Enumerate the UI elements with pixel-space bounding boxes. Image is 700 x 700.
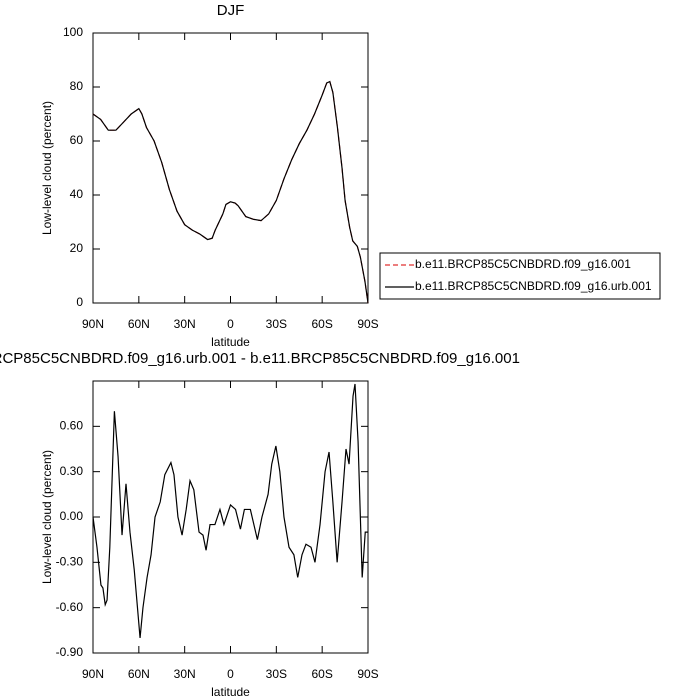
x-axis-label: latitude bbox=[211, 685, 250, 699]
x-tick-label: 30S bbox=[266, 317, 287, 331]
y-tick-label: 0.00 bbox=[60, 509, 84, 523]
x-tick-label: 90S bbox=[357, 317, 378, 331]
y-tick-label: 60 bbox=[70, 133, 84, 147]
chart-title: DJF bbox=[217, 2, 245, 19]
legend-box bbox=[379, 252, 661, 300]
data-line bbox=[92, 80, 369, 304]
x-tick-label: 0 bbox=[227, 667, 234, 681]
x-tick-label: 90S bbox=[357, 667, 378, 681]
plot-frame bbox=[92, 380, 369, 654]
y-axis-label: Low-level cloud (percent) bbox=[40, 450, 54, 584]
x-tick-label: 90N bbox=[82, 317, 104, 331]
x-axis-label: latitude bbox=[211, 335, 250, 349]
x-tick-label: 30N bbox=[174, 317, 196, 331]
y-tick-label: 20 bbox=[70, 241, 84, 255]
y-tick-label: 100 bbox=[63, 25, 83, 39]
x-tick-label: 0 bbox=[227, 317, 234, 331]
y-tick-label: 40 bbox=[70, 187, 84, 201]
x-tick-label: 30N bbox=[174, 667, 196, 681]
y-tick-label: 0 bbox=[76, 295, 83, 309]
x-tick-label: 60S bbox=[311, 667, 332, 681]
chart-title: b.e11.BRCP85C5CNBDRD.f09_g16.urb.001 - b… bbox=[0, 350, 520, 367]
x-tick-label: 30S bbox=[266, 667, 287, 681]
y-tick-label: 0.60 bbox=[60, 419, 84, 433]
y-tick-label: -0.30 bbox=[56, 555, 84, 569]
x-tick-label: 90N bbox=[82, 667, 104, 681]
data-line bbox=[92, 80, 369, 304]
x-tick-label: 60S bbox=[311, 317, 332, 331]
legend-label: b.e11.BRCP85C5CNBDRD.f09_g16.001 bbox=[415, 257, 631, 271]
y-tick-label: -0.90 bbox=[56, 645, 84, 659]
data-line bbox=[92, 383, 368, 638]
x-tick-label: 60N bbox=[128, 667, 150, 681]
plot-frame bbox=[92, 32, 369, 304]
y-tick-label: -0.60 bbox=[56, 600, 84, 614]
x-tick-label: 60N bbox=[128, 317, 150, 331]
legend-label: b.e11.BRCP85C5CNBDRD.f09_g16.urb.001 bbox=[415, 279, 652, 293]
y-axis-label: Low-level cloud (percent) bbox=[40, 101, 54, 235]
y-tick-label: 0.30 bbox=[60, 464, 84, 478]
y-tick-label: 80 bbox=[70, 79, 84, 93]
